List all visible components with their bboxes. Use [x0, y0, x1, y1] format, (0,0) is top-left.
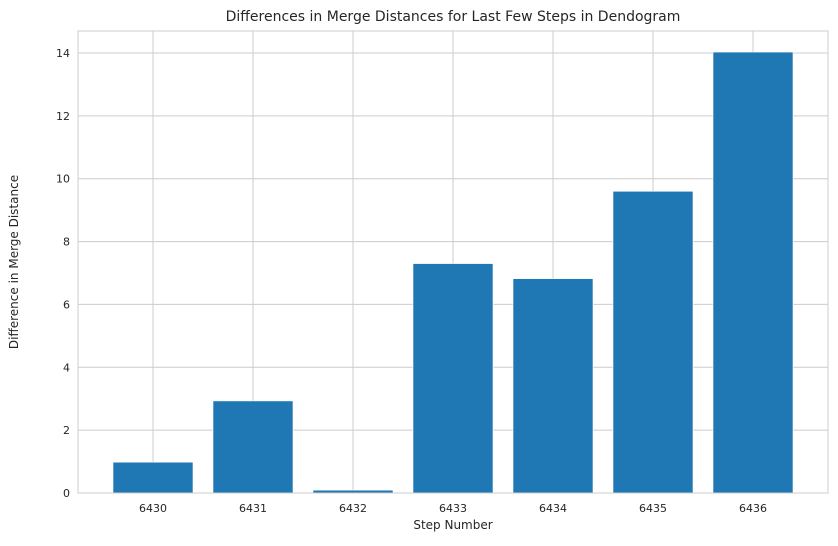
x-tick-label: 6435 [639, 502, 667, 515]
y-axis-label: Difference in Merge Distance [7, 175, 21, 349]
y-tick-label: 2 [63, 424, 70, 437]
y-tick-label: 14 [56, 47, 70, 60]
y-tick-label: 12 [56, 110, 70, 123]
y-tick-label: 10 [56, 173, 70, 186]
bar-6431 [212, 400, 294, 494]
chart-title: Differences in Merge Distances for Last … [226, 9, 681, 25]
bar-6434 [512, 278, 594, 494]
y-tick-label: 4 [63, 361, 70, 374]
x-tick-label: 6431 [239, 502, 267, 515]
x-tick-labels: 6430 6431 6432 6433 6434 6435 6436 [139, 502, 767, 515]
y-tick-label: 6 [63, 298, 70, 311]
bar-6435 [612, 190, 694, 494]
bars [112, 51, 794, 494]
x-tick-label: 6433 [439, 502, 467, 515]
bar-6430 [112, 461, 194, 494]
x-tick-label: 6432 [339, 502, 367, 515]
y-tick-labels: 0 2 4 6 8 10 12 14 [56, 47, 70, 500]
x-tick-label: 6430 [139, 502, 167, 515]
x-tick-label: 6436 [739, 502, 767, 515]
x-tick-label: 6434 [539, 502, 567, 515]
x-axis-label: Step Number [413, 518, 492, 532]
y-tick-label: 0 [63, 487, 70, 500]
bar-6433 [412, 263, 494, 494]
bar-6436 [712, 51, 794, 494]
plot-frame [77, 30, 829, 494]
y-tick-label: 8 [63, 236, 70, 249]
